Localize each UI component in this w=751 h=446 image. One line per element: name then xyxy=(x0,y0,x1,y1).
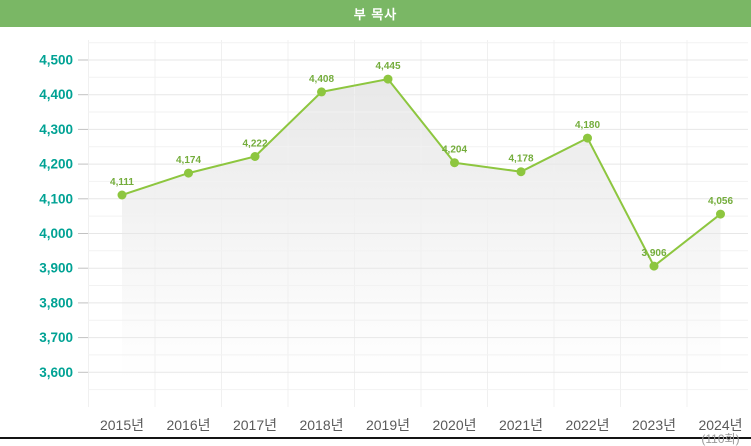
x-axis-label: 2015년 xyxy=(100,417,144,433)
x-axis-label: 2023년 xyxy=(632,417,676,433)
data-point-label: 4,204 xyxy=(442,145,467,156)
data-point-label: 4,180 xyxy=(575,120,600,131)
y-axis-tick-label: 3,700 xyxy=(39,330,73,345)
data-point-label: 3,906 xyxy=(641,248,666,259)
y-axis-tick-label: 4,000 xyxy=(39,226,73,241)
data-point-label: 4,222 xyxy=(242,139,267,150)
data-point-label: 4,056 xyxy=(708,196,733,207)
y-axis-tick-label: 4,200 xyxy=(39,157,73,172)
y-axis-tick-label: 3,600 xyxy=(39,365,73,380)
y-axis-tick-label: 3,800 xyxy=(39,295,73,310)
y-axis-tick-label: 3,900 xyxy=(39,261,73,276)
x-axis-label: 2021년 xyxy=(499,417,543,433)
x-axis-label: 2024년 xyxy=(698,417,742,433)
x-axis-label: 2016년 xyxy=(166,417,210,433)
data-point-label: 4,178 xyxy=(508,154,533,165)
chart-title-bar: 부 목사 xyxy=(0,0,751,27)
data-point[interactable] xyxy=(117,190,127,200)
data-point[interactable] xyxy=(583,133,592,143)
data-point[interactable] xyxy=(184,168,193,178)
data-point-label: 4,174 xyxy=(176,155,201,166)
line-chart-canvas: 4,500 4,400 4,300 4,200 4,100 4,000 3,900 3,800… xyxy=(0,40,751,446)
x-axis-label: 2017년 xyxy=(233,417,277,433)
data-point[interactable] xyxy=(649,261,659,271)
chart-title: 부 목사 xyxy=(353,7,398,22)
y-axis-tick-label: 4,100 xyxy=(39,191,73,206)
data-point-label: 4,445 xyxy=(375,61,400,72)
y-axis-tick-label: 4,400 xyxy=(39,87,73,102)
data-point[interactable] xyxy=(516,167,526,177)
x-axis-label: 2020년 xyxy=(432,417,476,433)
data-point[interactable] xyxy=(716,209,725,219)
x-axis-label: 2018년 xyxy=(299,417,343,433)
x-axis-label: 2019년 xyxy=(366,417,410,433)
data-point-label: 4,111 xyxy=(110,177,134,188)
y-axis-tick-label: 4,300 xyxy=(39,122,73,137)
data-point-label: 4,408 xyxy=(309,74,334,85)
x-axis-sublabel: (110회) xyxy=(701,432,739,446)
y-axis-tick-label: 4,500 xyxy=(39,53,73,68)
data-point[interactable] xyxy=(450,158,459,168)
data-point[interactable] xyxy=(383,74,393,84)
x-axis-label: 2022년 xyxy=(565,417,609,433)
data-line xyxy=(121,78,722,268)
data-point[interactable] xyxy=(317,87,326,97)
data-point[interactable] xyxy=(250,152,260,161)
